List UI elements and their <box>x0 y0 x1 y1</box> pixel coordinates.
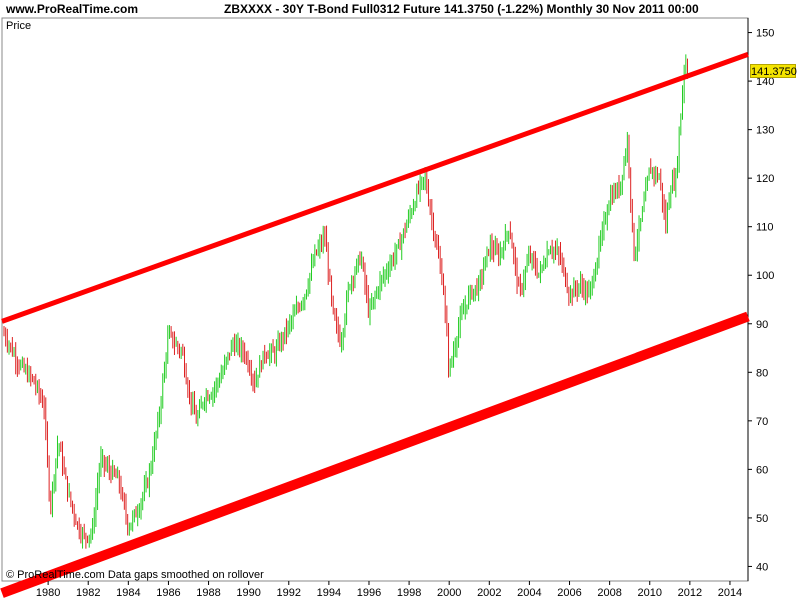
x-tick-label: 1986 <box>156 587 180 599</box>
y-tick-label: 150 <box>756 28 774 40</box>
y-tick-label: 140 <box>756 76 774 88</box>
y-tick-label: 130 <box>756 125 774 137</box>
trend-channel <box>0 52 750 598</box>
x-tick-label: 1996 <box>357 587 381 599</box>
x-tick-label: 2006 <box>557 587 581 599</box>
y-tick-label: 40 <box>756 561 768 573</box>
x-tick-label: 1988 <box>196 587 220 599</box>
site-name: www.ProRealTime.com <box>6 2 139 16</box>
x-tick-label: 1990 <box>236 587 260 599</box>
y-tick-label: 110 <box>756 222 774 234</box>
x-tick-label: 2002 <box>477 587 501 599</box>
channel-line-lower <box>0 311 750 598</box>
x-tick-label: 2014 <box>718 587 742 599</box>
y-tick-label: 120 <box>756 173 774 185</box>
x-tick-label: 2008 <box>597 587 621 599</box>
channel-line-upper <box>1 52 749 324</box>
x-tick-label: 1984 <box>116 587 140 599</box>
instrument-title: ZBXXXX - 30Y T-Bond Full0312 Future 141.… <box>224 2 699 16</box>
y-tick-label: 70 <box>756 416 768 428</box>
x-tick-label: 2012 <box>678 587 702 599</box>
x-tick-label: 1998 <box>397 587 421 599</box>
x-tick-label: 1982 <box>76 587 100 599</box>
y-tick-label: 50 <box>756 513 768 525</box>
y-tick-label: 60 <box>756 464 768 476</box>
last-price-badge: 141.3750 <box>750 64 797 78</box>
y-tick-label: 90 <box>756 319 768 331</box>
x-tick-label: 1992 <box>277 587 301 599</box>
y-tick-label: 80 <box>756 367 768 379</box>
x-axis: 1980 1982 1984 1986 1988 1990 1992 1994 1996 1998… <box>36 581 742 599</box>
price-bars <box>3 54 689 549</box>
y-axis: 40 50 60 70 80 90 100 110 120 130 140 150 <box>748 28 774 573</box>
y-tick-label: 100 <box>756 270 774 282</box>
chart-header: www.ProRealTime.com ZBXXXX - 30Y T-Bond … <box>0 0 800 18</box>
x-tick-label: 1994 <box>317 587 341 599</box>
x-tick-label: 1980 <box>36 587 60 599</box>
footer-note: © ProRealTime.com Data gaps smoothed on … <box>6 569 264 581</box>
y-axis-title: Price <box>6 20 32 32</box>
x-tick-label: 2000 <box>437 587 461 599</box>
x-tick-label: 2010 <box>637 587 661 599</box>
x-tick-label: 2004 <box>517 587 541 599</box>
